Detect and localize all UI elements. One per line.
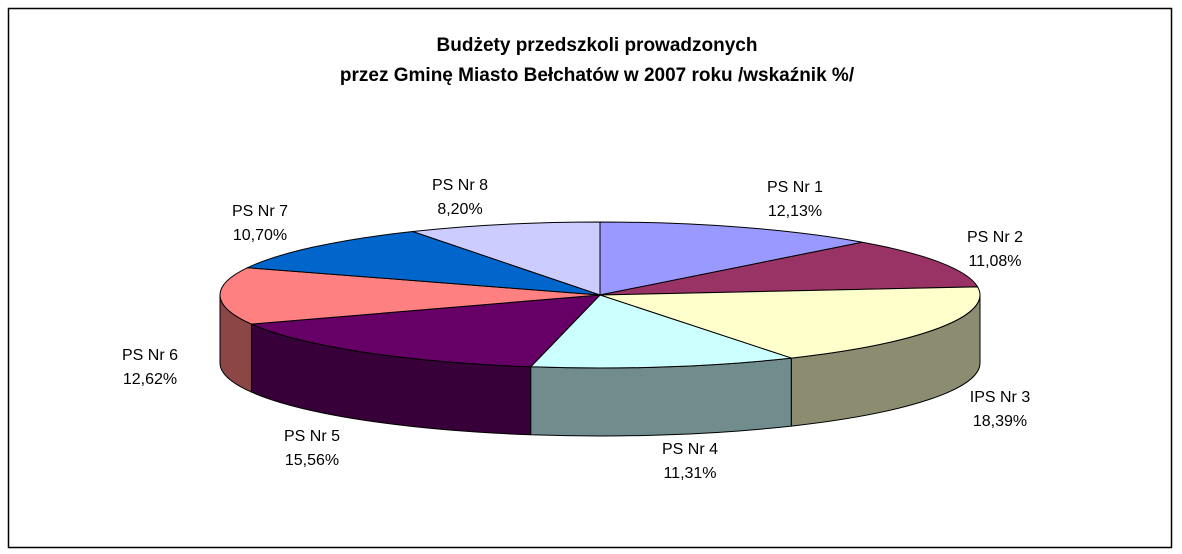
slice-value-label: 11,31% [663,465,716,482]
slice-label: PS Nr 7 [232,203,288,220]
slice [599,286,981,359]
slice-side [530,357,792,437]
slice [245,230,601,296]
slice-value-label: 12,13% [768,203,822,220]
slice-label: IPS Nr 3 [970,389,1031,406]
slice-label: PS Nr 2 [967,229,1023,246]
slice-label: PS Nr 6 [122,347,178,364]
slice-label: PS Nr 1 [767,179,823,196]
slice [251,294,602,368]
slice-label: PS Nr 5 [284,428,340,445]
slice [412,221,601,296]
slice-value-label: 8,20% [437,201,482,218]
slice-label: PS Nr 8 [432,177,488,194]
slice-value-label: 10,70% [233,227,287,244]
chart-title: Budżety przedszkoli prowadzonych [437,35,758,56]
slice-value-label: 15,56% [285,452,339,469]
slice-value-label: 11,08% [968,253,1021,270]
chart-title: przez Gminę Miasto Bełchatów w 2007 roku… [340,65,855,86]
slice-value-label: 12,62% [123,371,177,388]
slice [219,267,601,325]
slice [599,241,979,296]
slice [599,221,863,296]
slice-label: PS Nr 4 [662,441,718,458]
slice-value-label: 18,39% [973,413,1027,430]
slice [529,294,792,369]
